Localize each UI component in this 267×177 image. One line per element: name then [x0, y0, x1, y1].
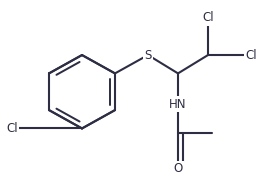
Text: Cl: Cl	[202, 11, 214, 24]
Text: Cl: Cl	[6, 122, 18, 135]
Text: O: O	[173, 162, 183, 175]
Text: S: S	[144, 48, 152, 62]
Text: HN: HN	[169, 98, 187, 111]
Text: Cl: Cl	[245, 48, 257, 62]
